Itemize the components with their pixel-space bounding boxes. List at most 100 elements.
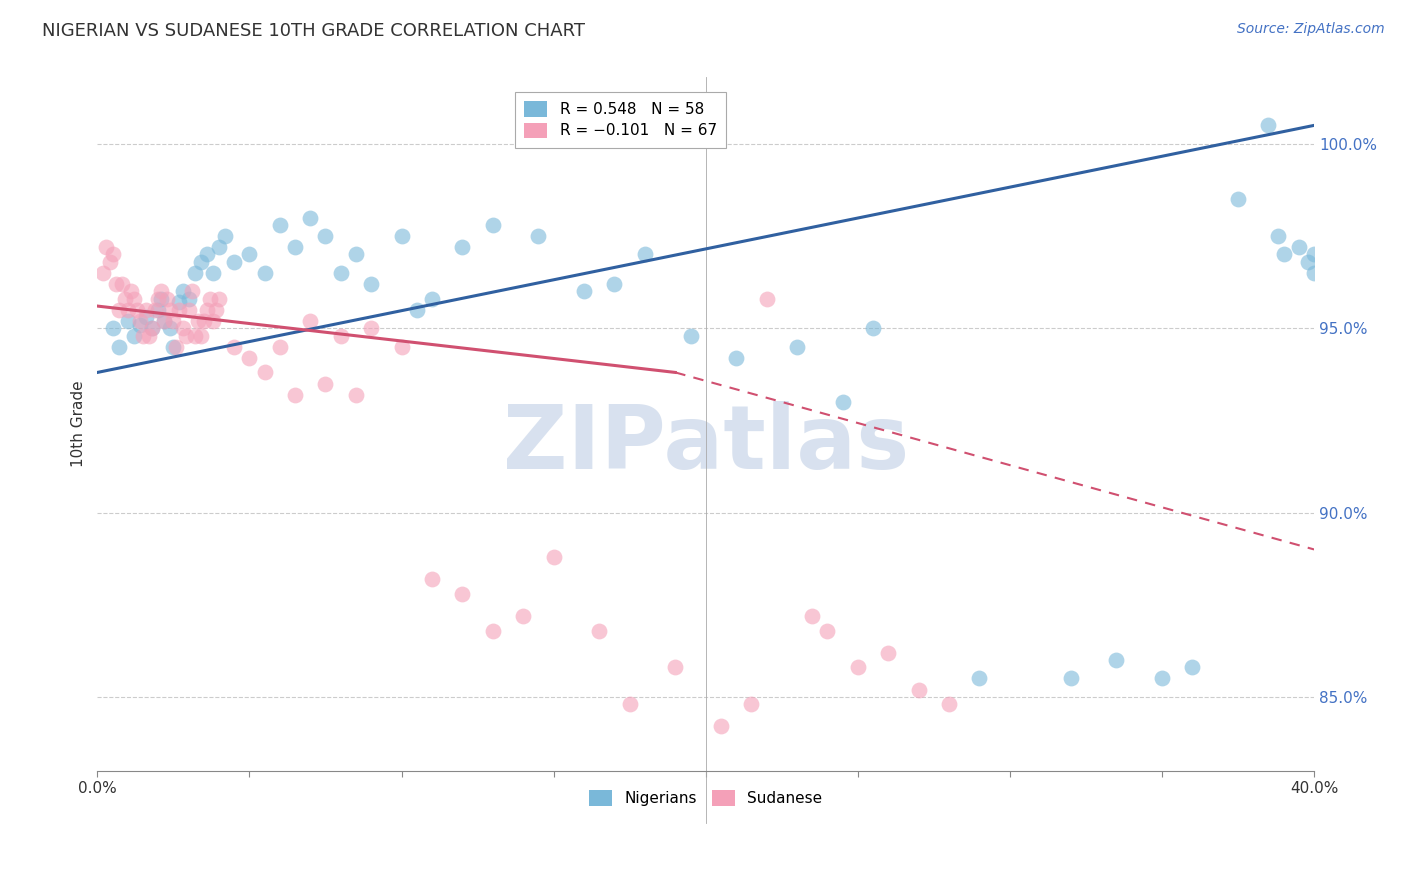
Point — [1060, 672, 1083, 686]
Point — [420, 292, 443, 306]
Point — [543, 549, 565, 564]
Point — [174, 328, 197, 343]
Point — [201, 266, 224, 280]
Point — [634, 247, 657, 261]
Legend: Nigerians, Sudanese: Nigerians, Sudanese — [579, 780, 831, 815]
Point — [224, 255, 246, 269]
Point — [253, 366, 276, 380]
Point — [150, 285, 173, 299]
Point — [122, 292, 145, 306]
Point — [205, 302, 228, 317]
Point — [344, 247, 367, 261]
Point — [755, 292, 778, 306]
Point — [138, 328, 160, 343]
Point — [195, 302, 218, 317]
Text: Source: ZipAtlas.com: Source: ZipAtlas.com — [1237, 22, 1385, 37]
Point — [664, 660, 686, 674]
Point — [1272, 247, 1295, 261]
Point — [1227, 192, 1250, 206]
Point — [180, 285, 202, 299]
Point — [801, 608, 824, 623]
Point — [208, 292, 231, 306]
Point — [107, 302, 129, 317]
Point — [1267, 229, 1289, 244]
Point — [1296, 255, 1319, 269]
Point — [195, 247, 218, 261]
Point — [169, 295, 191, 310]
Point — [183, 266, 205, 280]
Point — [572, 285, 595, 299]
Point — [284, 387, 307, 401]
Point — [150, 292, 173, 306]
Point — [907, 682, 929, 697]
Point — [299, 314, 322, 328]
Point — [344, 387, 367, 401]
Point — [172, 285, 194, 299]
Point — [238, 351, 260, 365]
Point — [187, 314, 209, 328]
Point — [329, 266, 352, 280]
Point — [451, 587, 474, 601]
Point — [1288, 240, 1310, 254]
Point — [815, 624, 838, 638]
Point — [224, 340, 246, 354]
Point — [114, 292, 136, 306]
Point — [177, 292, 200, 306]
Point — [141, 321, 163, 335]
Point — [1303, 247, 1326, 261]
Point — [710, 719, 733, 733]
Point — [101, 247, 124, 261]
Point — [98, 255, 121, 269]
Point — [619, 698, 641, 712]
Point — [877, 646, 900, 660]
Point — [125, 302, 148, 317]
Point — [159, 302, 181, 317]
Point — [156, 292, 179, 306]
Point — [1303, 266, 1326, 280]
Point — [391, 229, 413, 244]
Point — [1257, 119, 1279, 133]
Point — [269, 340, 291, 354]
Point — [148, 302, 170, 317]
Point — [208, 240, 231, 254]
Point — [135, 310, 157, 325]
Point — [117, 314, 139, 328]
Y-axis label: 10th Grade: 10th Grade — [72, 381, 86, 467]
Point — [786, 340, 808, 354]
Point — [101, 321, 124, 335]
Point — [193, 314, 215, 328]
Point — [846, 660, 869, 674]
Point — [143, 302, 166, 317]
Point — [148, 292, 170, 306]
Point — [162, 314, 184, 328]
Point — [481, 218, 503, 232]
Point — [104, 277, 127, 291]
Point — [603, 277, 626, 291]
Point — [862, 321, 884, 335]
Point — [117, 302, 139, 317]
Text: NIGERIAN VS SUDANESE 10TH GRADE CORRELATION CHART: NIGERIAN VS SUDANESE 10TH GRADE CORRELAT… — [42, 22, 585, 40]
Point — [527, 229, 550, 244]
Point — [725, 351, 748, 365]
Point — [831, 395, 853, 409]
Point — [1181, 660, 1204, 674]
Point — [165, 340, 187, 354]
Point — [253, 266, 276, 280]
Point — [190, 328, 212, 343]
Point — [969, 672, 991, 686]
Point — [1150, 672, 1173, 686]
Point — [201, 314, 224, 328]
Point — [107, 340, 129, 354]
Point — [141, 321, 163, 335]
Point — [96, 240, 118, 254]
Point — [162, 340, 184, 354]
Point — [269, 218, 291, 232]
Point — [120, 285, 142, 299]
Point — [329, 328, 352, 343]
Text: ZIPatlas: ZIPatlas — [502, 401, 908, 488]
Point — [169, 302, 191, 317]
Point — [153, 314, 176, 328]
Point — [135, 302, 157, 317]
Point — [214, 229, 236, 244]
Point — [1105, 653, 1128, 667]
